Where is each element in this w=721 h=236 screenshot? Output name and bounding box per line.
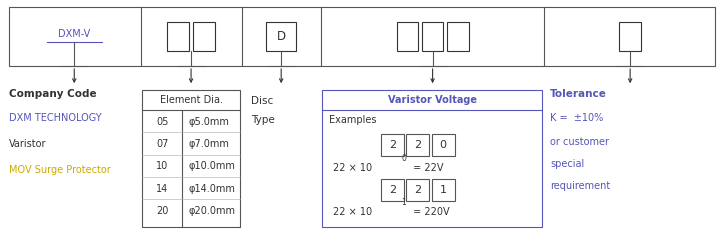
Text: 05: 05 xyxy=(156,117,169,126)
Text: MOV Surge Protector: MOV Surge Protector xyxy=(9,165,110,175)
Bar xyxy=(397,22,418,51)
Text: Element Dia.: Element Dia. xyxy=(159,95,223,105)
Text: φ10.0mm: φ10.0mm xyxy=(188,161,235,171)
Text: Disc: Disc xyxy=(251,97,273,106)
Text: φ14.0mm: φ14.0mm xyxy=(188,184,235,194)
Bar xyxy=(447,22,469,51)
Text: 07: 07 xyxy=(156,139,169,149)
Bar xyxy=(381,179,404,201)
Bar xyxy=(407,179,430,201)
Text: = 220V: = 220V xyxy=(410,207,450,217)
Text: 22 × 10: 22 × 10 xyxy=(333,163,372,173)
Text: 10: 10 xyxy=(156,161,168,171)
Bar xyxy=(431,179,455,201)
Bar xyxy=(322,90,542,227)
Text: 14: 14 xyxy=(156,184,168,194)
Bar xyxy=(381,134,404,156)
Text: φ5.0mm: φ5.0mm xyxy=(188,117,229,126)
Text: K =  ±10%: K = ±10% xyxy=(550,113,603,123)
Text: 1: 1 xyxy=(440,185,446,195)
Text: 0: 0 xyxy=(440,140,446,150)
Bar xyxy=(619,22,641,51)
Text: 2: 2 xyxy=(415,140,421,150)
Text: φ20.0mm: φ20.0mm xyxy=(188,206,235,216)
Bar xyxy=(167,22,189,51)
Text: Varistor Voltage: Varistor Voltage xyxy=(388,95,477,105)
Text: Examples: Examples xyxy=(329,115,377,125)
Bar xyxy=(193,22,215,51)
Text: 1: 1 xyxy=(402,198,407,207)
Text: 20: 20 xyxy=(156,206,169,216)
Text: Tolerance: Tolerance xyxy=(550,89,607,99)
Text: requirement: requirement xyxy=(550,181,611,191)
Text: DXM-V: DXM-V xyxy=(58,29,90,39)
Text: 0: 0 xyxy=(402,154,407,163)
Text: or customer: or customer xyxy=(550,137,609,147)
Text: = 22V: = 22V xyxy=(410,163,443,173)
Bar xyxy=(266,22,296,51)
Text: Company Code: Company Code xyxy=(9,89,97,99)
Text: D: D xyxy=(277,30,286,43)
Text: φ7.0mm: φ7.0mm xyxy=(188,139,229,149)
Text: special: special xyxy=(550,159,585,169)
Text: DXM TECHNOLOGY: DXM TECHNOLOGY xyxy=(9,113,101,123)
Text: Varistor: Varistor xyxy=(9,139,46,149)
Bar xyxy=(431,134,455,156)
Bar xyxy=(407,134,430,156)
Text: 2: 2 xyxy=(415,185,421,195)
Text: Type: Type xyxy=(251,115,275,125)
Text: 2: 2 xyxy=(389,185,396,195)
Text: 2: 2 xyxy=(389,140,396,150)
Bar xyxy=(142,90,240,227)
Text: 22 × 10: 22 × 10 xyxy=(333,207,372,217)
Bar xyxy=(422,22,443,51)
Bar xyxy=(9,7,715,66)
